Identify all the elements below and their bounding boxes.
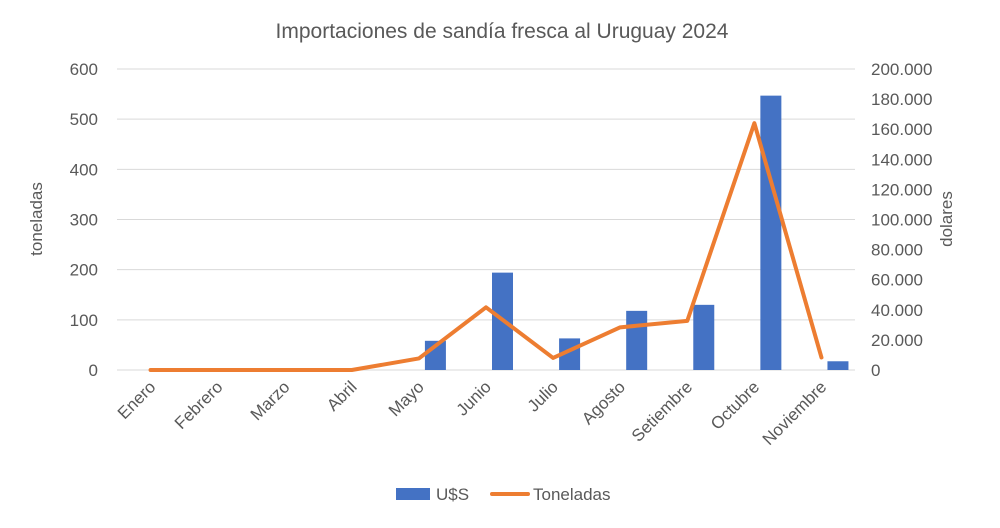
y-right-tick-label: 160.000 — [871, 120, 932, 139]
y-right-tick-label: 80.000 — [871, 241, 923, 260]
gridlines — [117, 68, 855, 371]
bar-usd — [693, 304, 715, 370]
y-left-tick-label: 600 — [70, 60, 98, 79]
x-tick-label: Enero — [114, 377, 160, 423]
bar-usd — [827, 361, 849, 370]
y-right-tick-label: 60.000 — [871, 271, 923, 290]
line-toneladas — [148, 121, 824, 372]
y-right-tick-label: 120.000 — [871, 180, 932, 199]
legend-label-usd: U$S — [436, 485, 469, 504]
x-tick-label: Mayo — [385, 377, 428, 420]
y-right-tick-label: 100.000 — [871, 211, 932, 230]
x-tick-label: Junio — [453, 377, 495, 419]
y-right-tick-label: 0 — [871, 361, 880, 380]
x-tick-label: Octubre — [707, 377, 763, 433]
y-right-tick-label: 200.000 — [871, 60, 932, 79]
y-left-tick-label: 0 — [89, 361, 98, 380]
x-tick-label: Julio — [524, 377, 562, 415]
y-right-axis-title: dolares — [937, 191, 956, 247]
x-tick-label: Febrero — [171, 377, 227, 433]
y-left-tick-label: 400 — [70, 160, 98, 179]
y-left-axis-ticks: 0 100 200 300 400 500 600 — [70, 60, 98, 380]
y-right-axis-ticks: 0 20.000 40.000 60.000 80.000 100.000 120.000 1… — [871, 60, 932, 380]
y-left-tick-label: 200 — [70, 261, 98, 280]
x-axis-ticks: Enero Febrero Marzo Abril Mayo Junio Julio Agos… — [114, 377, 830, 449]
y-left-tick-label: 100 — [70, 311, 98, 330]
bar-usd — [626, 310, 648, 370]
y-right-tick-label: 40.000 — [871, 301, 923, 320]
x-tick-label: Marzo — [247, 377, 294, 424]
y-left-tick-label: 500 — [70, 110, 98, 129]
line-series — [148, 121, 824, 372]
chart-title: Importaciones de sandía fresca al Urugua… — [276, 20, 729, 43]
y-left-axis-title: toneladas — [27, 182, 46, 256]
x-tick-label: Noviembre — [759, 377, 831, 449]
bar-usd — [760, 95, 782, 371]
x-tick-label: Agosto — [578, 377, 629, 428]
y-right-tick-label: 180.000 — [871, 90, 932, 109]
x-tick-label: Abril — [323, 377, 360, 414]
legend-label-toneladas: Toneladas — [533, 485, 611, 504]
legend: U$S Toneladas — [396, 485, 611, 504]
y-left-tick-label: 300 — [70, 211, 98, 230]
legend-swatch-usd — [396, 488, 430, 500]
y-right-tick-label: 20.000 — [871, 331, 923, 350]
x-tick-label: Setiembre — [628, 377, 696, 445]
y-right-tick-label: 140.000 — [871, 150, 932, 169]
